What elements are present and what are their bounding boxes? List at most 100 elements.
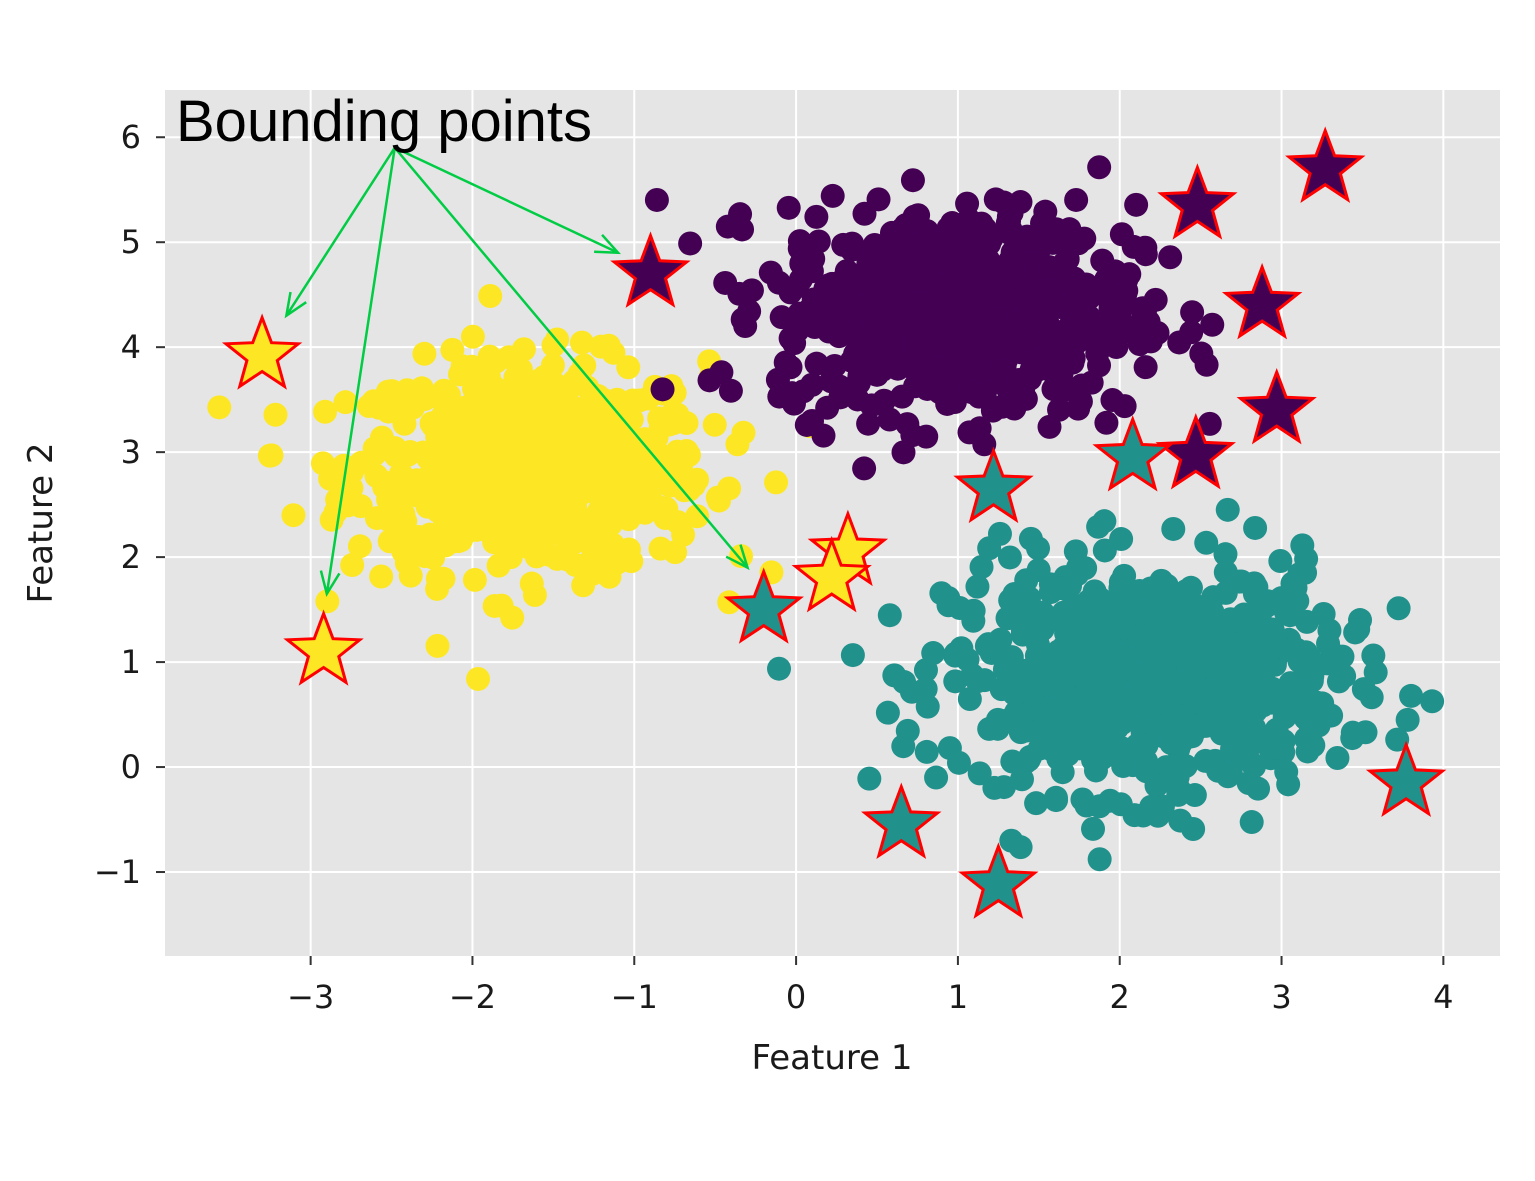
scatter-point	[1290, 533, 1315, 558]
scatter-point	[991, 190, 1016, 215]
scatter-point	[1110, 615, 1135, 640]
scatter-point	[828, 385, 853, 410]
scatter-point	[1215, 497, 1240, 522]
scatter-point	[893, 213, 918, 238]
scatter-point	[967, 416, 992, 441]
scatter-point	[580, 550, 605, 575]
scatter-point	[778, 355, 803, 380]
scatter-point	[1013, 328, 1038, 353]
scatter-point	[1180, 300, 1205, 325]
scatter-point	[409, 541, 434, 566]
scatter-point	[855, 293, 880, 318]
scatter-point	[730, 307, 755, 332]
y-tick-label: 0	[121, 748, 141, 786]
scatter-point	[685, 504, 710, 529]
scatter-point	[1385, 727, 1410, 752]
scatter-point	[349, 450, 374, 475]
scatter-point	[660, 401, 685, 426]
scatter-point	[1124, 192, 1149, 217]
y-tick-label: 6	[121, 118, 141, 156]
scatter-point	[315, 589, 340, 614]
scatter-point	[987, 521, 1012, 546]
scatter-point	[434, 417, 459, 442]
scatter-point	[1144, 773, 1169, 798]
scatter-point	[478, 283, 503, 308]
scatter-point	[900, 168, 925, 193]
scatter-point	[702, 412, 727, 437]
scatter-point	[1100, 388, 1125, 413]
bounding-point-star	[1155, 413, 1236, 490]
scatter-point	[913, 676, 938, 701]
scatter-point	[325, 487, 350, 512]
scatter-point	[425, 633, 450, 658]
scatter-point	[1264, 735, 1289, 760]
scatter-point	[891, 440, 916, 465]
scatter-point	[1268, 549, 1293, 574]
bounding-point-star	[1365, 740, 1447, 817]
scatter-point	[376, 399, 401, 424]
scatter-point	[1087, 847, 1112, 872]
scatter-point	[1109, 285, 1134, 310]
scatter-point	[967, 761, 992, 786]
scatter-point	[921, 356, 946, 381]
scatter-point	[857, 766, 882, 791]
scatter-point	[922, 290, 947, 315]
scatter-point	[1420, 689, 1445, 714]
y-tick-label: 1	[121, 643, 141, 681]
scatter-point	[482, 593, 507, 618]
scatter-point	[935, 376, 960, 401]
scatter-point	[1088, 691, 1113, 716]
scatter-point	[1274, 759, 1299, 784]
scatter-point	[1105, 704, 1130, 729]
scatter-point	[588, 484, 613, 509]
scatter-point	[476, 414, 501, 439]
scatter-point	[263, 402, 288, 427]
scatter-point	[597, 430, 622, 455]
scatter-point	[1057, 217, 1082, 242]
scatter-point	[965, 574, 990, 599]
bounding-point-star	[1092, 415, 1173, 492]
scatter-point	[1087, 353, 1112, 378]
scatter-point	[879, 333, 904, 358]
scatter-point	[1024, 791, 1049, 816]
scatter-point	[1239, 810, 1264, 835]
scatter-point	[310, 451, 335, 476]
annotation-arrow-line	[394, 146, 619, 254]
scatter-point	[1062, 304, 1087, 329]
scatter-point	[456, 517, 481, 542]
scatter-point	[961, 598, 986, 623]
scatter-point	[997, 545, 1022, 570]
scatter-point	[1138, 576, 1163, 601]
y-axis-label: Feature 2	[21, 443, 61, 604]
scatter-point	[555, 443, 580, 468]
scatter-point	[1018, 296, 1043, 321]
annotation-arrows	[284, 146, 750, 598]
scatter-point	[1316, 631, 1341, 656]
scatter-point	[1225, 737, 1250, 762]
scatter-point	[462, 567, 487, 592]
scatter-point	[943, 346, 968, 371]
scatter-point	[1067, 736, 1092, 761]
scatter-point	[915, 694, 940, 719]
scatter-point	[653, 506, 678, 531]
scatter-point	[1013, 718, 1038, 743]
scatter-point	[313, 399, 338, 424]
bounding-point-star	[283, 609, 364, 686]
annotation-label: Bounding points	[176, 89, 592, 154]
scatter-point	[519, 403, 544, 428]
scatter-point	[979, 640, 1004, 665]
scatter-point	[650, 377, 675, 402]
scatter-points	[207, 155, 1445, 872]
scatter-point	[870, 357, 895, 382]
scatter-point	[522, 582, 547, 607]
y-tick-label: 3	[121, 433, 141, 471]
scatter-point	[1104, 317, 1129, 342]
scatter-point	[967, 350, 992, 375]
scatter-point	[1182, 656, 1207, 681]
scatter-point	[1014, 568, 1039, 593]
scatter-point	[1361, 643, 1386, 668]
scatter-point	[1158, 245, 1183, 270]
scatter-point	[1069, 373, 1094, 398]
scatter-point	[983, 282, 1008, 307]
scatter-point	[804, 307, 829, 332]
